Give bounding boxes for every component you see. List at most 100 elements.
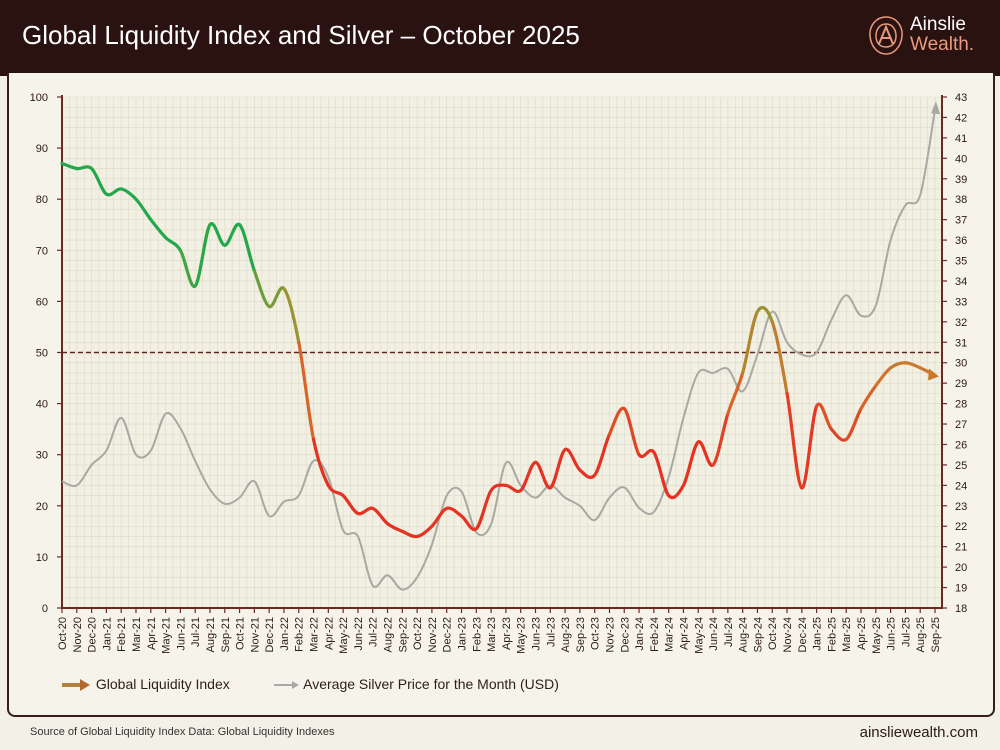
right-tick-label: 39 [955,174,967,186]
x-tick-label: Jan-21 [101,617,113,651]
left-tick-label: 70 [36,245,48,257]
gli-line-segment [859,384,878,411]
x-tick-label: Mar-25 [841,617,853,652]
right-tick-label: 34 [955,276,967,288]
x-tick-label: Oct-23 [590,617,602,650]
gli-line-segment [681,440,700,487]
gli-line-segment [593,432,612,477]
x-tick-label: Feb-24 [649,617,661,652]
ainslie-wealth-logo: Ainslie Wealth. [866,14,996,60]
header-bar: Global Liquidity Index and Silver – Octo… [0,0,1000,76]
x-tick-label: Mar-23 [486,617,498,652]
left-tick-label: 30 [36,450,48,462]
x-tick-label: Feb-23 [471,617,483,652]
x-tick-label: Apr-24 [678,617,690,650]
right-tick-label: 22 [955,521,967,533]
right-tick-label: 40 [955,153,967,165]
gli-line-segment [149,218,168,240]
gli-line-segment [297,340,316,441]
x-tick-label: Jan-24 [634,617,646,651]
x-tick-label: Feb-22 [294,617,306,652]
x-tick-label: Apr-22 [323,617,335,650]
x-tick-label: Feb-21 [116,617,128,652]
x-tick-label: Oct-21 [235,617,247,650]
gli-line-segment [75,165,94,171]
left-tick-label: 20 [36,501,48,513]
x-tick-label: Dec-24 [797,617,809,652]
x-tick-label: May-25 [871,617,883,654]
gli-line-segment [89,166,108,196]
x-tick-label: Mar-22 [309,617,321,652]
left-tick-label: 60 [36,296,48,308]
right-tick-label: 43 [955,92,967,104]
x-tick-label: Nov-21 [249,617,261,652]
left-tick-label: 90 [36,143,48,155]
silver-arrow-icon [274,681,299,690]
x-tick-label: Feb-25 [826,617,838,652]
logo-a-icon [869,16,903,55]
x-tick-label: Jun-25 [886,617,898,651]
right-tick-label: 37 [955,215,967,227]
gli-line-segment [163,235,182,252]
gli-line-segment [282,287,301,344]
x-tick-label: Mar-24 [664,617,676,652]
gli-line-segment [193,223,212,288]
legend-gli-label: Global Liquidity Index [95,676,230,692]
gli-line-segment [800,404,819,490]
gli-line-arrowhead [928,368,939,381]
gli-line-segment [548,447,567,490]
gli-line-segment [755,305,774,324]
right-tick-label: 41 [955,133,967,145]
axes [61,95,943,609]
x-tick-label: Jul-22 [368,617,380,647]
x-tick-label: Mar-21 [131,617,143,652]
x-tick-label: Dec-20 [87,617,99,652]
right-tick-label: 31 [955,337,967,349]
right-tick-label: 26 [955,439,967,451]
left-tick-label: 100 [30,92,48,104]
x-tick-label: Jan-25 [812,617,824,651]
right-tick-label: 24 [955,480,967,492]
gli-line-segment [637,448,656,458]
gli-line-segment [371,506,390,526]
left-tick-label: 80 [36,194,48,206]
gli-line-segment [844,407,863,441]
x-tick-label: Apr-25 [856,617,868,650]
x-tick-label: Nov-23 [604,617,616,652]
x-tick-label: Jun-22 [353,617,365,651]
right-tick-label: 38 [955,194,967,206]
x-tick-label: Jul-25 [900,617,912,647]
source-note: Source of Global Liquidity Index Data: G… [30,726,335,738]
gli-line-segment [622,407,641,457]
silver-line-arrowhead [931,101,940,115]
gli-line-segment [785,391,804,490]
right-tick-label: 19 [955,583,967,595]
x-tick-label: Sep-24 [752,617,764,652]
x-tick-label: Oct-20 [57,617,69,650]
website-link[interactable]: ainsliewealth.com [859,724,978,741]
x-tick-label: Sep-22 [397,617,409,652]
right-tick-label: 20 [955,562,967,574]
gli-arrow-icon [62,679,90,692]
logo-line1: Ainslie [910,14,966,35]
x-tick-label: May-24 [693,617,705,654]
x-tick-label: Jul-23 [545,617,557,647]
gli-line-segment [415,524,434,539]
right-tick-label: 29 [955,378,967,390]
legend-silver: Average Silver Price for the Month (USD) [274,676,559,692]
right-tick-label: 35 [955,256,967,268]
gli-line-segment [652,450,671,498]
x-tick-label: Apr-21 [146,617,158,650]
x-tick-label: Sep-21 [220,617,232,652]
x-tick-label: Aug-25 [915,617,927,652]
gli-line-segment [252,269,271,309]
x-tick-label: Dec-21 [264,617,276,652]
gli-line-segment [874,366,893,388]
gli-line-segment [741,310,760,375]
right-tick-label: 18 [955,603,967,615]
gli-line-segment [770,320,789,395]
gli-line-segment [119,187,138,201]
right-tick-label: 28 [955,399,967,411]
x-tick-label: Jun-23 [530,617,542,651]
legend-silver-label: Average Silver Price for the Month (USD) [303,676,559,692]
